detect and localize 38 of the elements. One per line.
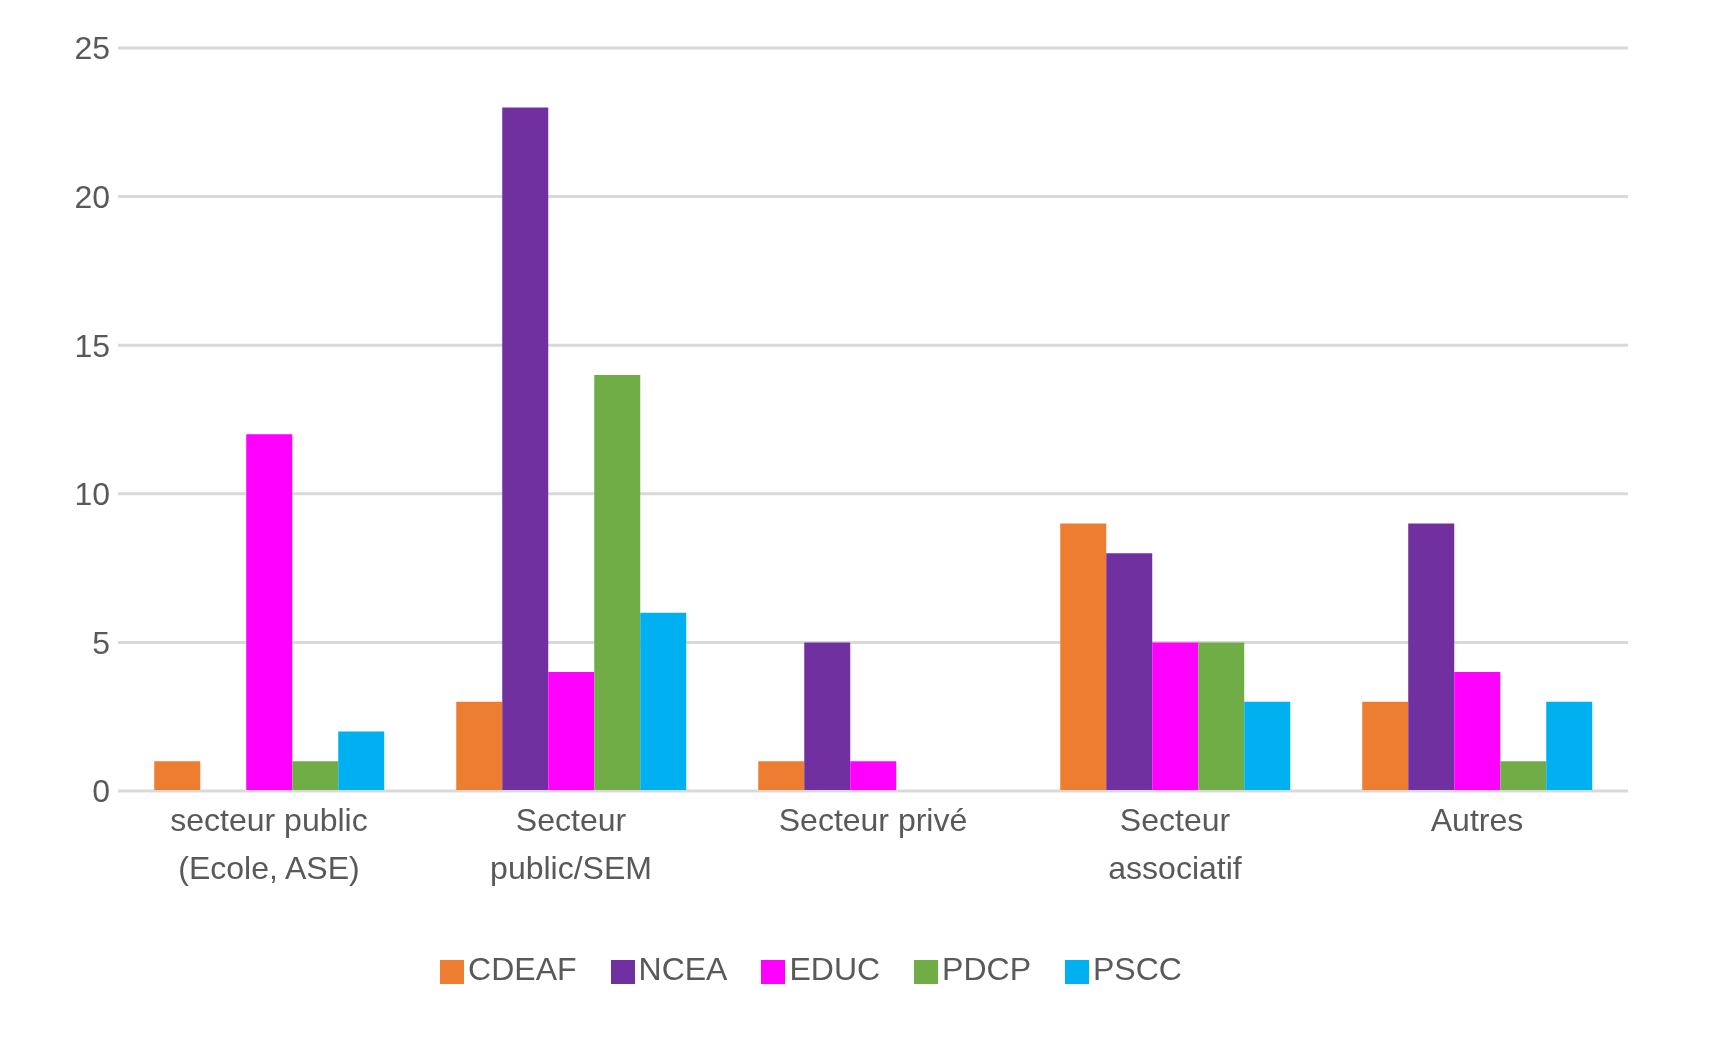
bar [1546, 701, 1593, 791]
y-tick-label: 25 [74, 30, 110, 67]
bar [758, 761, 805, 791]
y-tick-label: 15 [74, 327, 110, 364]
bar [594, 374, 641, 791]
y-tick-label: 10 [74, 476, 110, 513]
x-tick-label: secteur public (Ecole, ASE) [170, 802, 368, 886]
bar [1362, 701, 1409, 791]
bar [502, 107, 549, 791]
y-tick-label: 5 [92, 624, 110, 661]
x-tick-label: Secteur associatif [1108, 802, 1242, 886]
legend-label: NCEA [638, 951, 728, 987]
bar [804, 642, 851, 791]
x-tick-label: Secteur public/SEM [490, 802, 652, 886]
bar [456, 701, 503, 791]
bar [1244, 701, 1291, 791]
bar [1454, 672, 1501, 791]
bar [1152, 642, 1199, 791]
bar [640, 612, 687, 791]
x-tick-label: Autres [1430, 802, 1524, 838]
bar [1408, 523, 1455, 791]
x-tick-label: Secteur privé [778, 802, 968, 838]
bar [154, 761, 201, 791]
bar [1500, 761, 1547, 791]
bar [246, 434, 293, 791]
legend-label: PSCC [1093, 951, 1182, 987]
legend-label: CDEAF [468, 951, 577, 987]
legend-label: PDCP [942, 951, 1032, 987]
bar [850, 761, 897, 791]
bar [1060, 523, 1107, 791]
bar [1106, 553, 1153, 791]
y-tick-label: 0 [92, 773, 110, 810]
bar [338, 731, 385, 791]
legend-label: EDUC [789, 951, 881, 987]
bar [1198, 642, 1245, 791]
y-tick-label: 20 [74, 178, 110, 215]
bar [548, 672, 595, 791]
bar [292, 761, 339, 791]
